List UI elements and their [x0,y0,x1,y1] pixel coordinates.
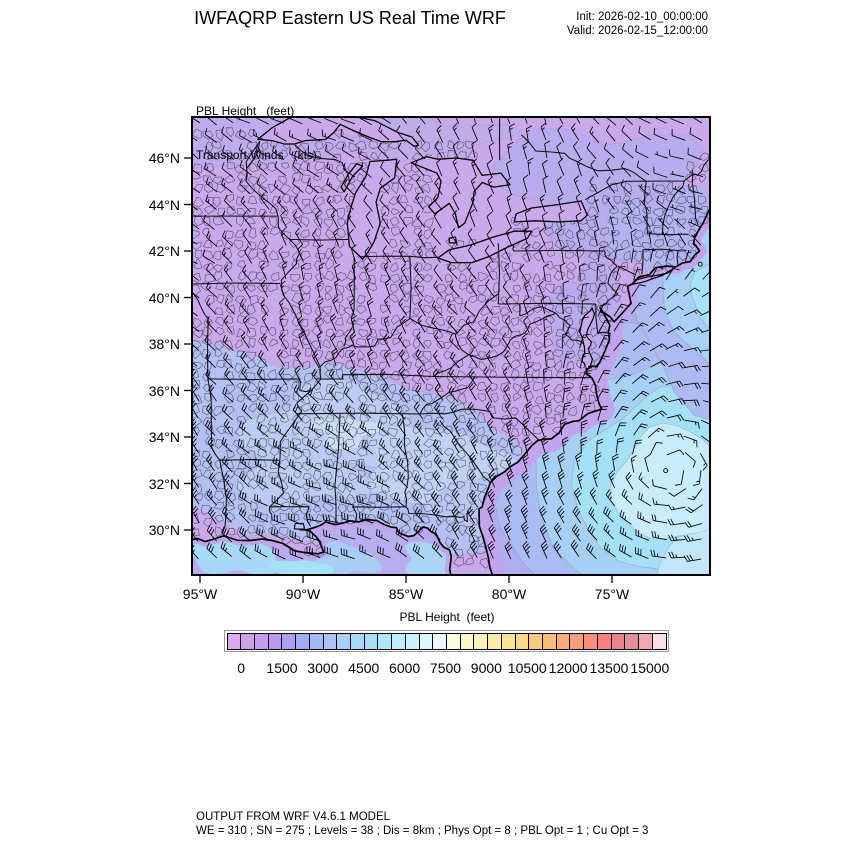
valid-time: Valid: 2026-02-15_12:00:00 [566,24,708,37]
colorbar-cell [447,633,461,649]
colorbar-tick-label: 15000 [630,660,670,676]
colorbar-cell [556,633,571,649]
lon-tick-label: 85°W [388,586,424,602]
colorbar-title: PBL Height (feet) [399,610,495,624]
lon-tick-label: 90°W [285,586,321,602]
map-border [191,116,711,576]
footer-line1: OUTPUT FROM WRF V4.6.1 MODEL [196,811,391,823]
colorbar-tick-label: 7500 [429,660,462,676]
colorbar-cell [392,633,406,649]
colorbar-tick-label: 9000 [470,660,502,676]
colorbar-cell [227,633,242,649]
colorbar-cell [570,633,585,649]
footer-model-info: OUTPUT FROM WRF V4.6.1 MODEL WE = 310 ; … [196,810,648,838]
field-label-winds: Transport Winds (kts) [196,147,317,162]
colorbar-cell [543,633,557,649]
colorbar-cell [515,633,530,649]
colorbar-tick-label: 13500 [589,660,629,676]
colorbar-tick-label: 4500 [348,660,380,676]
footer-line2: WE = 310 ; SN = 275 ; Levels = 38 ; Dis … [196,825,649,837]
field-labels: PBL Height (feet) Transport Winds (kts) [196,75,317,191]
colorbar-tick-label: 12000 [548,660,588,676]
colorbar-cell [241,633,255,649]
colorbar-cell [405,633,420,649]
colorbar-cell [433,633,447,649]
colorbar-tick-label: 10500 [507,660,547,676]
init-valid-times: Init: 2026-02-10_00:00:00 Valid: 2026-02… [567,11,708,38]
lat-tick-label: 36°N [148,382,180,399]
lat-tick-label: 32°N [148,475,180,492]
colorbar-tick-label: 0 [237,660,246,676]
colorbar-cell [378,633,393,649]
lat-tick-label: 44°N [148,196,180,213]
colorbar-cell [474,633,489,649]
colorbar-cell [639,633,653,649]
lat-tick-label: 30°N [148,522,180,538]
lat-tick-label: 40°N [148,289,180,306]
colorbar-cell [364,633,379,649]
colorbar-cell [488,633,502,649]
colorbar-cell [625,633,640,649]
colorbar [224,630,669,652]
colorbar-cell [529,633,544,649]
colorbar-cell [501,633,516,649]
init-time: Init: 2026-02-10_00:00:00 [576,11,708,23]
colorbar-cell [337,633,351,649]
colorbar-cell [584,633,598,649]
colorbar-cell [419,633,434,649]
colorbar-cell [282,633,297,649]
colorbar-tick-label: 1500 [266,660,298,676]
lon-tick-label: 75°W [594,586,630,602]
colorbar-cell [309,633,324,649]
field-label-pbl: PBL Height (feet) [196,104,295,118]
colorbar-tick-label: 3000 [307,660,339,676]
lon-tick-label: 95°W [182,586,218,602]
colorbar-tick-label: 6000 [389,660,421,676]
colorbar-cell [254,633,269,649]
lat-tick-label: 46°N [148,150,180,166]
wind-barbs [192,117,710,562]
colorbar-cells [226,632,667,650]
colorbar-cell [611,633,626,649]
colorbar-cell [323,633,338,649]
colorbar-cell [350,633,365,649]
colorbar-cell [460,633,475,649]
colorbar-cell [652,633,666,649]
lat-tick-label: 42°N [148,243,180,259]
colorbar-cell [268,633,283,649]
plot-title: IWFAQRP Eastern US Real Time WRF [194,8,506,28]
lat-tick-label: 34°N [148,429,180,445]
lon-tick-label: 80°W [491,586,527,602]
lat-tick-label: 38°N [148,336,180,352]
colorbar-cell [296,633,310,649]
colorbar-cell [597,633,612,649]
